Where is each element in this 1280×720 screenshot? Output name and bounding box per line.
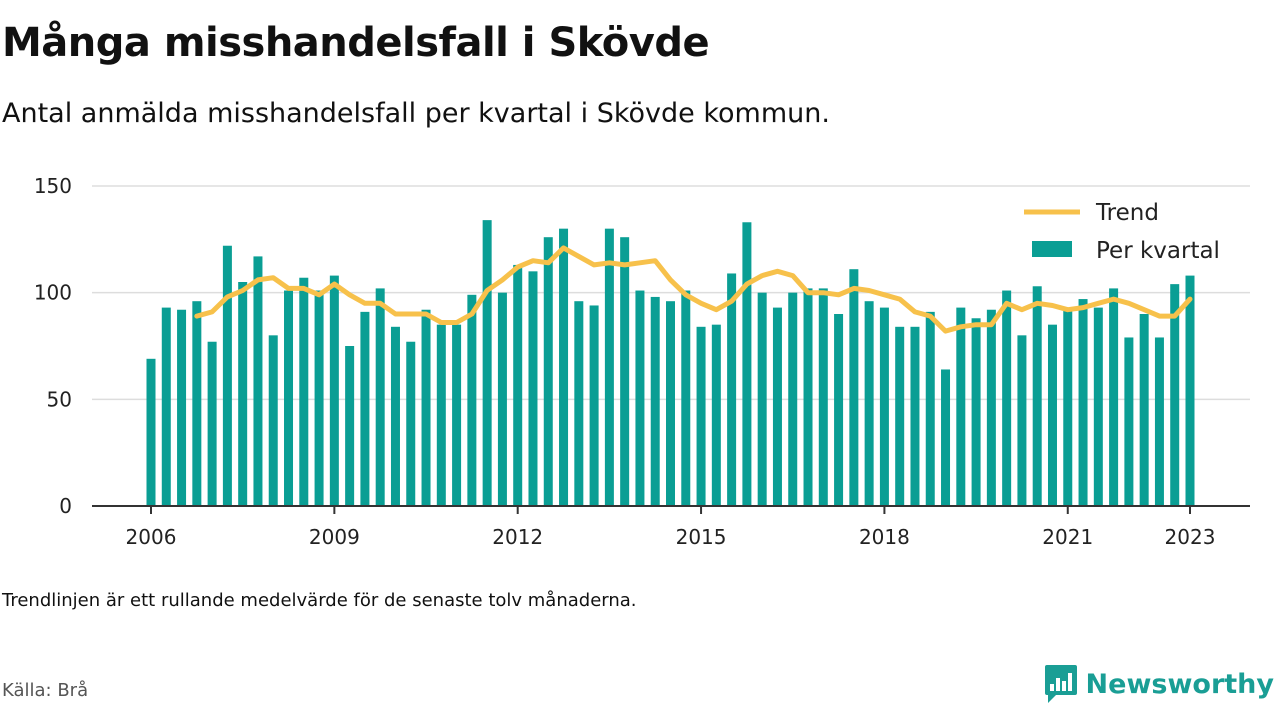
x-tick-label: 2012 (492, 525, 543, 549)
bar (727, 273, 737, 506)
bar (834, 314, 844, 506)
bar (1017, 335, 1027, 506)
bar (238, 282, 248, 506)
bar (436, 324, 446, 506)
bar (1170, 284, 1180, 506)
y-tick-label: 150 (34, 174, 72, 198)
trend-line (194, 245, 1193, 334)
bar (543, 237, 553, 506)
bar (1078, 299, 1088, 506)
legend-bar-label: Per kvartal (1096, 238, 1220, 264)
bar (650, 296, 660, 506)
bar (574, 301, 584, 506)
bar (559, 228, 569, 506)
bar (681, 290, 691, 506)
x-tick-label: 2018 (859, 525, 910, 549)
bar (1185, 275, 1195, 506)
x-tick-label: 2015 (676, 525, 727, 549)
bar (1154, 337, 1164, 506)
bar (452, 324, 462, 506)
bar (772, 307, 782, 506)
bar (192, 301, 202, 506)
brand-name: Newsworthy (1085, 668, 1274, 700)
bar (803, 288, 813, 506)
bar (1047, 324, 1057, 506)
bar (941, 369, 951, 506)
bar (757, 292, 767, 506)
bar (161, 307, 171, 506)
bar (482, 220, 492, 506)
x-tick-label: 2023 (1165, 525, 1216, 549)
bar (177, 309, 187, 506)
bar (956, 307, 966, 506)
y-tick-label: 50 (47, 387, 72, 411)
brand: Newsworthy (1044, 664, 1274, 704)
legend-trend-label: Trend (1095, 200, 1159, 226)
bar (222, 245, 232, 506)
y-tick-label: 0 (59, 494, 72, 518)
bar (879, 307, 889, 506)
bar (421, 309, 431, 506)
bar (910, 326, 920, 506)
bar (1109, 288, 1119, 506)
bar (513, 264, 523, 506)
bar (971, 318, 981, 506)
bar (604, 228, 614, 506)
bar (1139, 314, 1149, 506)
bar (620, 237, 630, 506)
bar (895, 326, 905, 506)
chart-title: Många misshandelsfall i Skövde (2, 20, 710, 66)
bar (146, 358, 156, 506)
bar (696, 326, 706, 506)
bar (345, 346, 355, 506)
y-tick-label: 100 (34, 281, 72, 305)
bar (467, 294, 477, 506)
bar (711, 324, 721, 506)
x-tick-label: 2009 (309, 525, 360, 549)
bar (375, 288, 385, 506)
bar (818, 288, 828, 506)
bar (666, 301, 675, 506)
bar (253, 256, 263, 506)
bar (742, 222, 752, 506)
bar (1002, 290, 1012, 506)
bar (788, 292, 798, 506)
bar (299, 277, 309, 506)
bar (528, 271, 538, 506)
bar (1093, 307, 1103, 506)
x-tick-label: 2021 (1042, 525, 1093, 549)
bar (497, 292, 507, 506)
bar (360, 311, 370, 506)
bar (849, 269, 859, 506)
source-label: Källa: Brå (2, 680, 89, 701)
bar (635, 290, 645, 506)
chart-subtitle: Antal anmälda misshandelsfall per kvarta… (2, 98, 830, 129)
bar (284, 290, 294, 506)
bar (314, 290, 324, 506)
chart: 0 50 100 150 2006 2009 2012 2015 2018 2021 2023 Tre… (34, 174, 1250, 549)
bar (986, 309, 996, 506)
bar (589, 305, 599, 506)
bar (207, 341, 217, 506)
x-tick-label: 2006 (126, 525, 177, 549)
bar (390, 326, 400, 506)
legend-bar-swatch (1032, 241, 1072, 257)
bar (1032, 286, 1042, 506)
footnote: Trendlinjen är ett rullande medelvärde f… (2, 590, 637, 611)
newsworthy-logo-icon (1044, 665, 1077, 703)
bar (1124, 337, 1134, 506)
bar (864, 301, 874, 506)
bar (329, 275, 339, 506)
bar (925, 311, 935, 506)
bar (1063, 307, 1073, 506)
bar (406, 341, 416, 506)
bar (268, 335, 278, 506)
